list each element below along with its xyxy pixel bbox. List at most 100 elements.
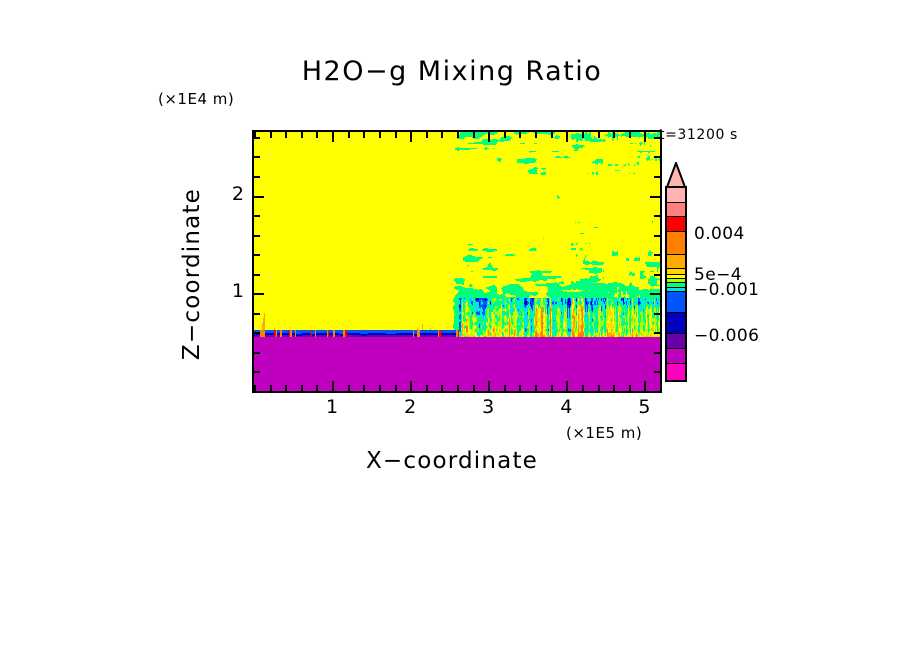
x-major-tick <box>566 381 568 391</box>
y-minor-tick <box>254 235 260 237</box>
y-minor-tick-right <box>654 371 660 373</box>
y-minor-tick-right <box>654 313 660 315</box>
x-tick-label: 4 <box>560 396 573 418</box>
x-minor-tick <box>395 385 397 391</box>
y-minor-tick-right <box>654 137 660 139</box>
y-minor-tick-right <box>654 235 660 237</box>
y-tick-label: 2 <box>231 182 244 205</box>
y-major-tick-right <box>650 196 660 198</box>
colorbar-label-2: −0.001 <box>694 279 760 300</box>
colorbar <box>665 186 687 382</box>
y-minor-tick <box>254 274 260 276</box>
y-minor-tick <box>254 371 260 373</box>
x-minor-tick-top <box>629 132 631 138</box>
x-minor-tick <box>270 385 272 391</box>
y-minor-tick <box>254 332 260 334</box>
x-minor-tick <box>301 385 303 391</box>
y-minor-tick-right <box>654 274 660 276</box>
x-minor-tick-top <box>457 132 459 138</box>
y-minor-tick <box>254 391 260 393</box>
x-major-tick-top <box>488 132 490 142</box>
colorbar-label-3: −0.006 <box>694 326 760 347</box>
y-minor-tick <box>254 176 260 178</box>
colorbar-bands <box>665 186 687 382</box>
y-minor-tick-right <box>654 391 660 393</box>
x-minor-tick-top <box>660 132 662 138</box>
contour-field-canvas <box>254 132 660 391</box>
x-minor-tick-top <box>363 132 365 138</box>
x-minor-tick <box>316 385 318 391</box>
y-minor-tick <box>254 254 260 256</box>
x-minor-tick-top <box>316 132 318 138</box>
x-minor-tick <box>535 385 537 391</box>
x-minor-tick-top <box>598 132 600 138</box>
y-minor-tick-right <box>654 156 660 158</box>
colorbar-band <box>667 188 685 203</box>
colorbar-band <box>667 268 685 275</box>
y-minor-tick <box>254 156 260 158</box>
colorbar-band <box>667 202 685 218</box>
y-minor-tick <box>254 137 260 139</box>
x-major-tick <box>488 381 490 391</box>
colorbar-band <box>667 254 685 269</box>
x-minor-tick-top <box>473 132 475 138</box>
x-axis-unit-label: (×1E5 m) <box>566 424 643 442</box>
x-minor-tick-top <box>551 132 553 138</box>
x-minor-tick <box>363 385 365 391</box>
colorbar-band <box>667 279 685 284</box>
y-major-tick <box>254 196 264 198</box>
x-minor-tick-top <box>348 132 350 138</box>
x-tick-label: 3 <box>482 396 495 418</box>
x-minor-tick-top <box>504 132 506 138</box>
y-minor-tick-right <box>654 352 660 354</box>
x-minor-tick <box>629 385 631 391</box>
x-minor-tick <box>504 385 506 391</box>
x-minor-tick <box>613 385 615 391</box>
x-minor-tick <box>598 385 600 391</box>
colorbar-extend-arrow <box>665 160 687 188</box>
x-minor-tick-top <box>613 132 615 138</box>
y-minor-tick <box>254 352 260 354</box>
y-minor-tick-right <box>654 215 660 217</box>
x-minor-tick-top <box>426 132 428 138</box>
x-major-tick-top <box>566 132 568 142</box>
x-minor-tick-top <box>254 132 256 138</box>
x-minor-tick-top <box>270 132 272 138</box>
x-major-tick-top <box>410 132 412 142</box>
x-major-tick-top <box>332 132 334 142</box>
x-minor-tick <box>426 385 428 391</box>
x-minor-tick-top <box>519 132 521 138</box>
colorbar-band <box>667 291 685 314</box>
x-minor-tick <box>285 385 287 391</box>
x-major-tick <box>644 381 646 391</box>
x-minor-tick <box>519 385 521 391</box>
x-minor-tick <box>473 385 475 391</box>
x-minor-tick <box>441 385 443 391</box>
x-major-tick <box>410 381 412 391</box>
x-minor-tick <box>660 385 662 391</box>
x-minor-tick-top <box>535 132 537 138</box>
colorbar-band <box>667 287 685 292</box>
x-minor-tick <box>457 385 459 391</box>
x-tick-label: 2 <box>404 396 417 418</box>
page-title: H2O−g Mixing Ratio <box>301 56 603 87</box>
time-annotation: t=31200 s <box>659 127 738 143</box>
y-tick-label: 1 <box>231 280 244 303</box>
x-minor-tick-top <box>441 132 443 138</box>
x-minor-tick <box>379 385 381 391</box>
colorbar-band <box>667 217 685 233</box>
colorbar-band <box>667 334 685 350</box>
colorbar-band <box>667 232 685 255</box>
x-minor-tick-top <box>379 132 381 138</box>
x-minor-tick <box>582 385 584 391</box>
x-tick-label: 5 <box>638 396 651 418</box>
x-axis-title: X−coordinate <box>365 448 539 474</box>
x-minor-tick-top <box>301 132 303 138</box>
y-minor-tick-right <box>654 176 660 178</box>
colorbar-band <box>667 349 685 364</box>
colorbar-band <box>667 363 685 380</box>
x-minor-tick-top <box>582 132 584 138</box>
colorbar-label-1: 5e−4 <box>694 264 742 285</box>
colorbar-band <box>667 283 685 288</box>
